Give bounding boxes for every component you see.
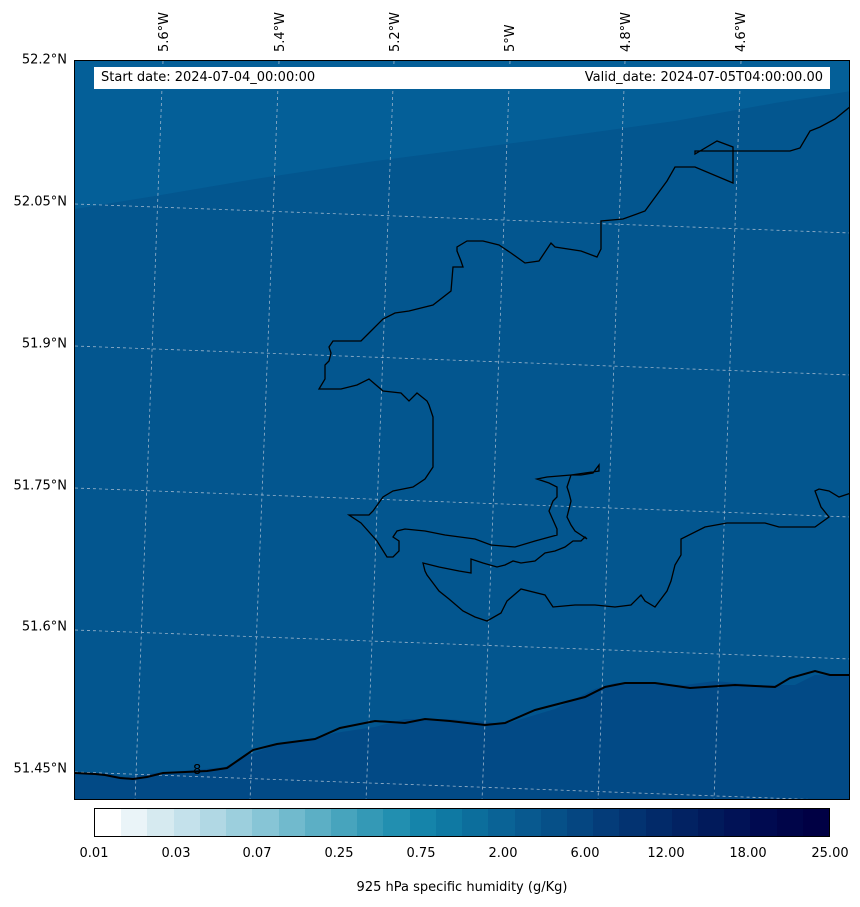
lat-label-51-45n: 51.45°N — [13, 761, 67, 777]
colorbar-tick-label: 12.00 — [647, 846, 685, 861]
colorbar-segment — [95, 809, 122, 836]
colorbar-segment — [566, 809, 594, 836]
colorbar-segment — [540, 809, 567, 836]
humidity-field-south — [75, 675, 849, 799]
colorbar-segment — [252, 809, 279, 836]
map-canvas — [75, 61, 849, 799]
colorbar-segment — [357, 809, 384, 836]
colorbar-segment — [724, 809, 751, 836]
lon-label-5w: 5°W — [503, 24, 518, 52]
colorbar-segment — [514, 809, 541, 836]
valid-date-text: Valid_date: 2024-07-05T04:00:00.00 — [584, 70, 823, 85]
lat-label-51-6n: 51.6°N — [21, 619, 67, 635]
colorbar-segment — [435, 809, 463, 836]
humidity-field-northwest — [75, 61, 849, 209]
colorbar-segment — [173, 809, 200, 836]
colorbar-segment — [619, 809, 646, 836]
lat-label-51-9n: 51.9°N — [21, 336, 67, 352]
colorbar-segment — [147, 809, 174, 836]
colorbar-segment — [278, 809, 305, 836]
colorbar-tick-label: 18.00 — [729, 846, 767, 861]
colorbar-tick-label: 0.01 — [79, 846, 109, 861]
coastline-north — [317, 106, 849, 622]
lon-label-4-6w: 4.6°W — [734, 11, 749, 52]
colorbar-segment — [226, 809, 253, 836]
lat-label-52-2n: 52.2°N — [21, 52, 67, 68]
lon-label-5-4w: 5.4°W — [273, 11, 288, 52]
colorbar-segment — [383, 809, 410, 836]
colorbar-segment — [330, 809, 358, 836]
lon-label-5-6w: 5.6°W — [157, 11, 172, 52]
colorbar-segment — [488, 809, 515, 836]
colorbar-segment — [409, 809, 436, 836]
map-panel: 8 — [74, 60, 850, 800]
lat-label-52-05n: 52.05°N — [13, 194, 67, 210]
colorbar-segment — [802, 809, 830, 836]
colorbar-tick-label: 0.25 — [324, 846, 354, 861]
contour-label: 8 — [193, 763, 202, 778]
colorbar-tick-label: 0.07 — [242, 846, 272, 861]
colorbar-tick-label: 2.00 — [488, 846, 518, 861]
colorbar-segment — [776, 809, 803, 836]
colorbar-segment — [121, 809, 148, 836]
date-info-box: Start date: 2024-07-04_00:00:00 Valid_da… — [94, 67, 830, 89]
colorbar-tick-label: 25.00 — [811, 846, 849, 861]
colorbar-segment — [593, 809, 620, 836]
contour-line-8 — [75, 669, 849, 781]
colorbar-segment — [750, 809, 777, 836]
colorbar-segment — [462, 809, 489, 836]
coastline-layer — [317, 106, 849, 622]
colorbar — [94, 808, 830, 837]
lon-label-4-8w: 4.8°W — [619, 11, 634, 52]
colorbar-segment — [698, 809, 725, 836]
colorbar-tick-label: 6.00 — [570, 846, 600, 861]
lat-label-51-75n: 51.75°N — [13, 478, 67, 494]
colorbar-segment — [304, 809, 331, 836]
colorbar-segment — [671, 809, 699, 836]
colorbar-segment — [199, 809, 227, 836]
colorbar-tick-label: 0.75 — [406, 846, 436, 861]
start-date-text: Start date: 2024-07-04_00:00:00 — [101, 70, 316, 85]
colorbar-tick-label: 0.03 — [161, 846, 191, 861]
colorbar-title: 925 hPa specific humidity (g/Kg) — [356, 880, 568, 895]
colorbar-segment — [645, 809, 672, 836]
lon-label-5-2w: 5.2°W — [388, 11, 403, 52]
